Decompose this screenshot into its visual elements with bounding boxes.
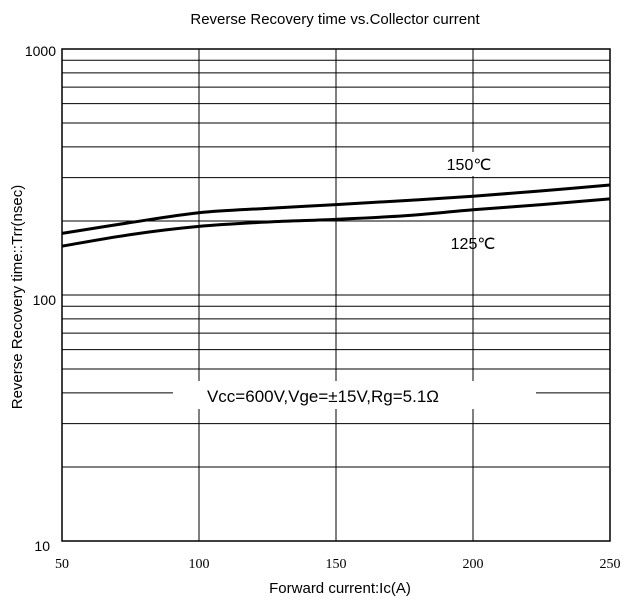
x-tick-label: 250 xyxy=(600,557,621,572)
series-line-150 xyxy=(61,183,611,235)
y-axis-label: Reverse Recovery time::Trr(nsec) xyxy=(9,185,26,410)
x-tick-label: 50 xyxy=(55,557,69,572)
series-label-150-background xyxy=(438,152,502,176)
y-tick-labels: 10 100 1000 xyxy=(25,43,56,554)
series-line-125 xyxy=(61,197,611,248)
y-tick-label: 1000 xyxy=(25,43,56,59)
series-label-125: 125℃ xyxy=(451,236,496,253)
grid xyxy=(62,49,610,541)
x-tick-label: 150 xyxy=(326,557,347,572)
series-group xyxy=(61,183,611,248)
condition-note: Vcc=600V,Vge=±15V,Rg=5.1Ω xyxy=(207,387,439,406)
y-tick-label: 10 xyxy=(34,538,50,554)
series-label-150: 150℃ xyxy=(447,157,492,174)
x-tick-label: 100 xyxy=(189,557,210,572)
y-tick-label: 100 xyxy=(33,292,57,308)
chart-title: Reverse Recovery time vs.Collector curre… xyxy=(190,11,480,28)
plot-frame xyxy=(61,48,611,542)
condition-note-background xyxy=(173,381,536,409)
x-tick-label: 200 xyxy=(463,557,484,572)
x-tick-labels: 50 100 150 200 250 xyxy=(55,557,621,572)
x-axis-label: Forward current:Ic(A) xyxy=(269,580,411,597)
